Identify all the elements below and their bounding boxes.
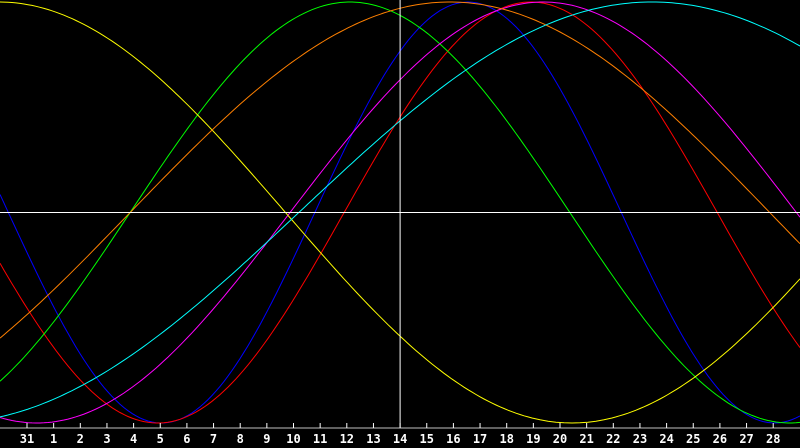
x-tick-label: 28 [766,432,780,446]
x-tick-label: 13 [366,432,380,446]
x-tick-label: 23 [633,432,647,446]
x-tick-label: 18 [499,432,513,446]
x-tick-label: 31 [20,432,34,446]
x-tick-label: 17 [473,432,487,446]
x-tick-label: 7 [210,432,217,446]
x-tick-label: 12 [340,432,354,446]
x-tick-label: 2 [77,432,84,446]
x-tick-label: 1 [50,432,57,446]
x-tick-label: 21 [579,432,593,446]
x-tick-label: 16 [446,432,460,446]
x-tick-label: 20 [553,432,567,446]
x-tick-label: 15 [420,432,434,446]
x-tick-label: 26 [713,432,727,446]
x-tick-label: 5 [157,432,164,446]
x-tick-label: 11 [313,432,327,446]
x-tick-label: 24 [659,432,673,446]
x-tick-label: 19 [526,432,540,446]
x-tick-label: 25 [686,432,700,446]
x-tick-label: 8 [237,432,244,446]
x-tick-label: 4 [130,432,137,446]
x-tick-label: 6 [183,432,190,446]
x-tick-label: 3 [103,432,110,446]
x-tick-label: 10 [286,432,300,446]
x-tick-label: 22 [606,432,620,446]
x-tick-label: 27 [739,432,753,446]
x-tick-label: 9 [263,432,270,446]
x-tick-label: 14 [393,432,407,446]
